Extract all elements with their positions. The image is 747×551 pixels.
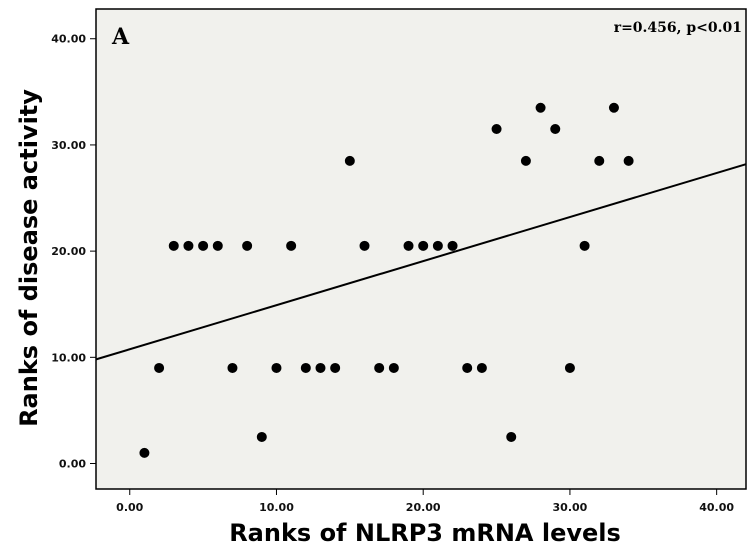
data-point-29 (550, 124, 561, 134)
data-point-18 (388, 362, 399, 373)
x-axis-label: Ranks of NLRP3 mRNA levels (229, 519, 621, 547)
data-point-13 (315, 362, 326, 373)
data-point-27 (520, 155, 531, 166)
y-tick-label: 40.00 (51, 33, 86, 46)
y-axis-label: Ranks of disease activity (15, 89, 43, 427)
data-point-10 (271, 362, 282, 373)
data-point-4 (183, 240, 194, 251)
x-tick-label: 40.00 (699, 501, 734, 514)
x-tick-label: 10.00 (259, 501, 294, 514)
y-tick-label: 0.00 (59, 458, 86, 471)
data-point-6 (212, 240, 223, 251)
data-point-17 (374, 362, 385, 373)
x-tick-label: 0.00 (116, 501, 143, 514)
data-point-16 (359, 240, 370, 251)
data-point-33 (608, 102, 619, 113)
data-point-7 (227, 362, 238, 373)
data-point-23 (462, 362, 473, 373)
y-tick-label: 30.00 (51, 139, 86, 152)
data-point-1 (139, 447, 150, 458)
data-point-25 (491, 124, 502, 134)
y-tick-label: 10.00 (51, 351, 86, 364)
data-point-11 (286, 240, 297, 251)
x-axis-ticks: 0.00 10.00 20.00 30.00 40.00 (116, 489, 734, 514)
data-point-9 (256, 431, 267, 442)
x-tick-label: 20.00 (406, 501, 441, 514)
y-axis-ticks: 0.00 10.00 20.00 30.00 40.00 (51, 33, 96, 471)
data-point-14 (330, 362, 341, 373)
x-tick-label: 30.00 (553, 501, 588, 514)
data-points (139, 102, 634, 458)
data-point-34 (623, 155, 634, 166)
data-point-30 (564, 362, 575, 373)
data-point-8 (242, 240, 253, 251)
data-point-15 (344, 155, 355, 166)
data-point-21 (432, 240, 443, 251)
data-point-19 (403, 240, 414, 251)
y-tick-label: 20.00 (51, 245, 86, 258)
data-point-5 (198, 240, 209, 251)
data-point-22 (447, 240, 458, 251)
data-point-24 (476, 362, 487, 373)
data-point-28 (535, 102, 546, 113)
data-point-3 (168, 240, 179, 251)
panel-label: A (111, 24, 130, 50)
data-point-31 (579, 240, 590, 251)
data-point-2 (154, 362, 165, 373)
data-point-12 (300, 362, 311, 373)
data-point-32 (594, 155, 605, 166)
correlation-annotation: r=0.456, p<0.01 (614, 20, 742, 36)
regression-line (95, 163, 747, 361)
data-point-26 (506, 431, 517, 442)
data-point-20 (418, 240, 429, 251)
